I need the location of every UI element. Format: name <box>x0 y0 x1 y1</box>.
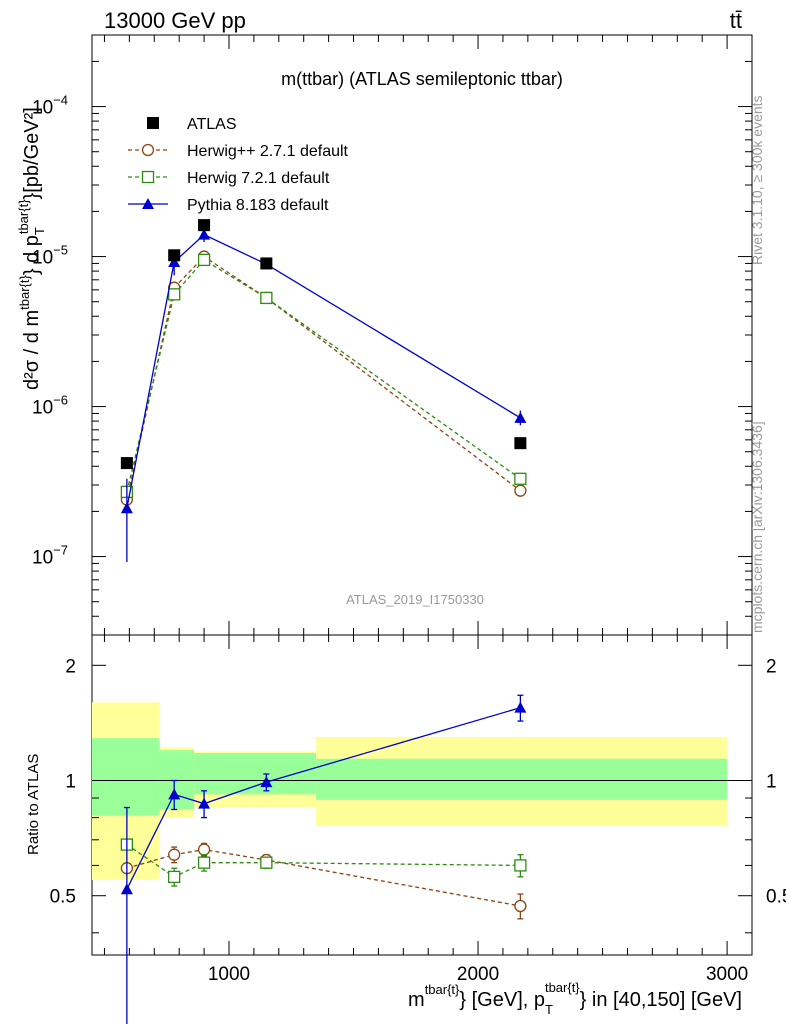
ratio-point-pythia-8-183-default <box>514 701 527 713</box>
data-point-pythia-8-183-default <box>198 228 211 240</box>
header-left: 13000 GeV pp <box>104 8 246 33</box>
y-tick-label: 10−5 <box>32 243 68 269</box>
rivet-label: Rivet 3.1.10, ≥ 300k events <box>749 95 765 265</box>
uncertainty-band-inner <box>159 750 195 810</box>
legend-label-pythia: Pythia 8.183 default <box>187 197 329 214</box>
data-point-atlas <box>168 249 181 262</box>
x-tick-label: 3000 <box>706 964 748 985</box>
header-right: tt̄ <box>730 8 742 33</box>
legend-marker-pythia <box>142 198 154 209</box>
ratio-y-tick-label-right: 1 <box>766 772 777 793</box>
ratio-point-pythia-8-183-default <box>120 883 133 895</box>
legend-marker-herwig7 <box>141 170 155 184</box>
data-point-pythia-8-183-default <box>168 256 181 267</box>
chart-title: m(ttbar) (ATLAS semileptonic ttbar) <box>281 69 563 89</box>
ratio-y-tick-label: 1 <box>65 772 76 793</box>
data-point-herwig-7-2-1-default <box>197 253 211 267</box>
y-tick-label: 10−7 <box>32 543 68 569</box>
y-tick-label: 10−4 <box>32 93 68 119</box>
data-point-herwig-2-7-1-default <box>514 484 527 497</box>
x-tick-label: 2000 <box>457 964 499 985</box>
data-point-pythia-8-183-default <box>120 502 133 514</box>
legend-label-herwig7: Herwig 7.2.1 default <box>187 170 330 187</box>
y-tick-label: 10−6 <box>32 393 68 419</box>
ratio-y-tick-label: 2 <box>65 656 76 677</box>
ratio-line-herwig-2-7-1-default <box>126 848 521 907</box>
data-point-atlas <box>260 257 273 270</box>
ratio-y-tick-label: 0.5 <box>50 887 76 908</box>
data-point-atlas <box>120 457 133 470</box>
ratio-y-tick-label-right: 2 <box>766 656 777 677</box>
data-point-herwig-7-2-1-default <box>514 472 527 485</box>
analysis-watermark: ATLAS_2019_I1750330 <box>346 592 484 607</box>
ratio-point-herwig-7-2-1-default <box>168 870 181 884</box>
ratio-point-pythia-8-183-default <box>260 776 273 788</box>
uncertainty-band-inner <box>194 753 317 795</box>
y-axis-label: d²σ / d mtbar{t}} d pTtbar{t}}[pb/GeV²] <box>16 107 47 390</box>
data-point-atlas <box>514 437 527 450</box>
data-point-herwig-7-2-1-default <box>260 291 273 305</box>
ratio-point-pythia-8-183-default <box>198 797 211 809</box>
legend-marker-atlas <box>147 117 159 129</box>
ratio-point-pythia-8-183-default <box>168 788 181 800</box>
ratio-point-herwig-7-2-1-default <box>197 856 211 869</box>
ratio-point-herwig-2-7-1-default <box>514 899 527 913</box>
mcplots-label: mcplots.cern.ch [arXiv:1306.3436] <box>749 421 765 633</box>
legend-label-atlas: ATLAS <box>187 116 237 133</box>
ratio-point-herwig-2-7-1-default <box>197 843 211 856</box>
legend: ATLAS Herwig++ 2.7.1 default Herwig 7.2.… <box>128 116 349 214</box>
ratio-y-tick-label-right: 0.5 <box>766 887 786 908</box>
uncertainty-band-inner <box>316 758 728 800</box>
uncertainty-band-inner <box>92 738 160 816</box>
legend-marker-herwigpp <box>141 143 155 157</box>
x-tick-label: 1000 <box>208 964 250 985</box>
ratio-point-herwig-7-2-1-default <box>260 856 273 869</box>
series-line-herwig-2-7-1-default <box>126 255 521 500</box>
ratio-line-herwig-7-2-1-default <box>126 844 521 878</box>
ratio-y-axis-label: Ratio to ATLAS <box>25 754 42 855</box>
data-point-pythia-8-183-default <box>514 411 527 423</box>
legend-label-herwigpp: Herwig++ 2.7.1 default <box>187 143 349 160</box>
data-point-herwig-7-2-1-default <box>168 288 181 301</box>
series-line-herwig-7-2-1-default <box>126 259 521 493</box>
ratio-point-herwig-2-7-1-default <box>168 848 181 861</box>
data-point-atlas <box>198 219 211 232</box>
x-axis-label: mtbar{t}} [GeV], pTtbar{t}} in [40,150] … <box>408 980 742 1017</box>
ratio-point-herwig-7-2-1-default <box>514 859 527 872</box>
